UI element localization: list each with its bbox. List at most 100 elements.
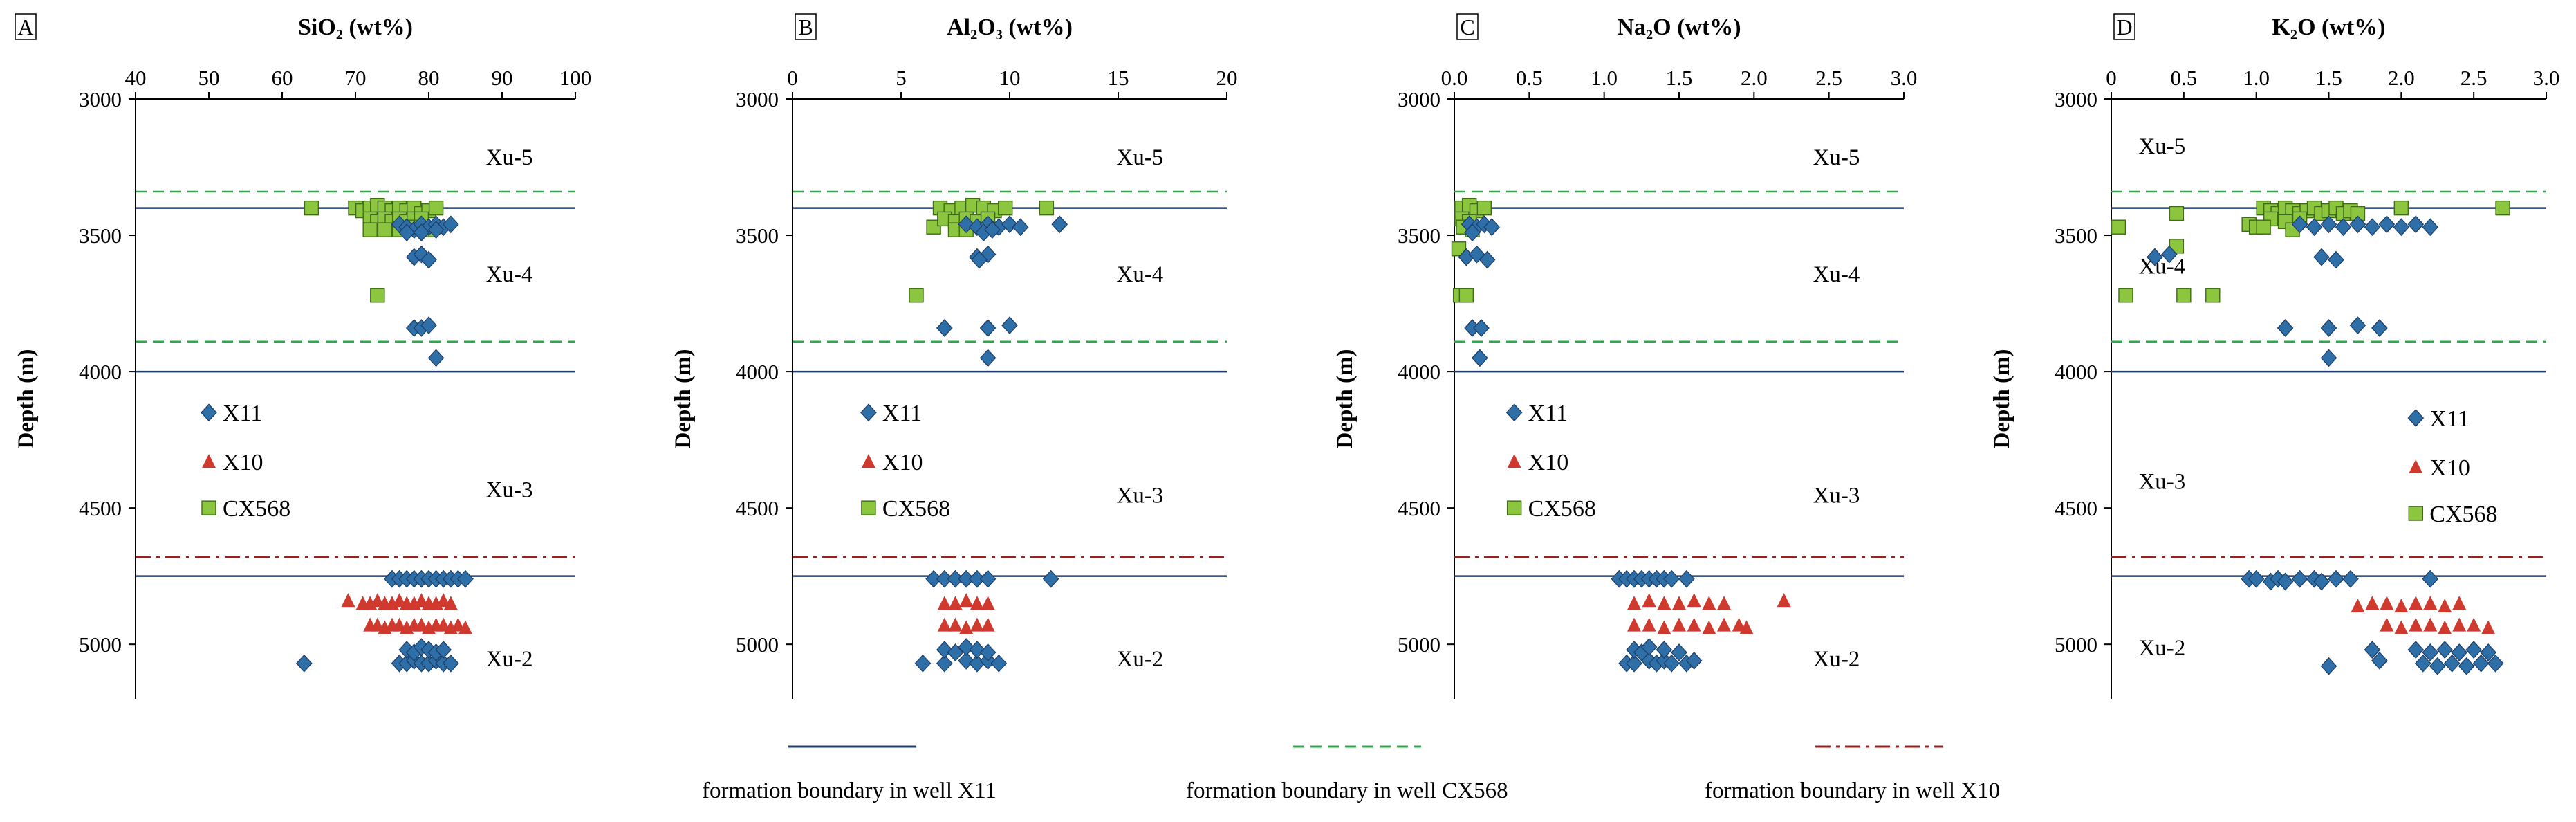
- data-point-x10: [1657, 596, 1671, 610]
- data-point-x10: [1642, 593, 1656, 608]
- data-point-cx568: [370, 288, 385, 303]
- panel-letter: D: [2116, 15, 2132, 39]
- data-point-x11: [1473, 319, 1490, 337]
- data-point-x11: [947, 569, 964, 588]
- data-point-x11: [2291, 215, 2308, 234]
- series-x11: [2147, 215, 2504, 675]
- data-point-x10: [370, 617, 384, 632]
- data-point-x10: [2481, 620, 2496, 634]
- x-tick-label: 2.0: [1741, 66, 1768, 90]
- panel-b: B Al₂O₃ (wt%) 0 5 10 15 20 3000 3500 4000 4500 5000…: [671, 13, 1238, 699]
- panel-letter-box: [795, 13, 817, 40]
- y-tick-label: 5000: [2055, 632, 2097, 657]
- axis-title: K₂O (wt%): [2272, 15, 2385, 40]
- bottom-legend-label: formation boundary in well X10: [1705, 778, 2000, 803]
- data-point-x11: [979, 643, 997, 661]
- legend-label: X11: [882, 401, 922, 426]
- legend-label: X11: [1528, 401, 1568, 426]
- x-tick-label: 1.5: [1666, 66, 1693, 90]
- data-point-x11: [969, 641, 985, 659]
- data-point-x11: [2364, 218, 2381, 237]
- data-point-x11: [971, 250, 988, 269]
- data-point-x10: [392, 617, 407, 632]
- data-point-cx568: [2176, 288, 2192, 303]
- legend-label: X11: [223, 401, 262, 426]
- data-point-x10: [2452, 617, 2467, 632]
- data-point-x10: [970, 617, 984, 632]
- formation-label: Xu-4: [1116, 262, 1163, 287]
- legend: X11 X10 CX568: [1505, 401, 1596, 522]
- data-point-x11: [1663, 569, 1680, 588]
- data-point-cx568: [926, 219, 941, 235]
- data-point-x11: [958, 651, 975, 670]
- data-point-x11: [2422, 218, 2439, 237]
- x-tick-label: 0: [2106, 66, 2117, 90]
- data-point-cx568: [2256, 219, 2271, 235]
- data-point-x10: [1732, 617, 1746, 632]
- y-tick-label: 4500: [736, 496, 779, 520]
- axis-title: SiO₂ (wt%): [298, 15, 413, 40]
- y-tick-label: 4000: [1398, 360, 1440, 384]
- data-point-cx568: [2205, 288, 2221, 303]
- data-point-x10: [981, 617, 995, 632]
- data-point-x10: [1717, 596, 1731, 610]
- legend-marker-x10: [861, 454, 875, 468]
- data-point-x11: [2472, 654, 2490, 673]
- formation-label: Xu-3: [1813, 483, 1860, 508]
- data-point-x11: [936, 641, 953, 659]
- legend-label: CX568: [223, 496, 290, 522]
- formation-label: Xu-5: [1116, 145, 1163, 170]
- legend-marker-x11: [860, 403, 877, 422]
- bottom-legend-label: formation boundary in well CX568: [1186, 778, 1508, 803]
- data-point-x10: [2438, 620, 2452, 634]
- legend-marker-x11: [201, 403, 217, 422]
- data-point-x11: [398, 223, 416, 241]
- y-tick-label: 3000: [79, 87, 122, 111]
- data-point-x11: [1001, 316, 1018, 334]
- x-tick-label: 50: [198, 66, 220, 90]
- data-point-x11: [295, 654, 313, 673]
- data-point-x11: [2161, 245, 2178, 264]
- data-point-cx568: [2111, 219, 2126, 235]
- data-point-x11: [2458, 657, 2475, 675]
- data-point-x11: [2371, 651, 2388, 670]
- y-tick-label: 4000: [736, 360, 779, 384]
- data-point-x11: [979, 569, 997, 588]
- data-point-x10: [341, 593, 355, 608]
- series-cx568: [1451, 197, 1492, 303]
- data-point-x10: [2365, 596, 2380, 610]
- data-point-x11: [1663, 654, 1680, 673]
- y-tick-label: 3000: [736, 87, 779, 111]
- data-point-x11: [2407, 641, 2425, 659]
- legend-label: CX568: [1528, 496, 1596, 522]
- data-point-x11: [427, 221, 445, 239]
- data-point-x11: [2371, 319, 2388, 337]
- data-point-x10: [2394, 620, 2409, 634]
- data-point-x10: [392, 593, 407, 608]
- data-point-x11: [2414, 654, 2431, 673]
- legend-label: X11: [2429, 406, 2469, 432]
- data-point-x10: [1642, 617, 1656, 632]
- data-point-x11: [442, 215, 459, 234]
- data-point-cx568: [1476, 200, 1492, 216]
- data-point-x11: [2328, 569, 2344, 588]
- data-point-cx568: [2118, 288, 2133, 303]
- data-point-x11: [2378, 215, 2396, 234]
- formation-label: Xu-2: [2138, 636, 2185, 661]
- data-point-cx568: [2169, 206, 2185, 221]
- legend-label: X10: [1528, 450, 1569, 475]
- data-point-x11: [1472, 349, 1488, 367]
- data-point-x10: [414, 617, 429, 632]
- x-tick-label: 80: [418, 66, 440, 90]
- data-point-x10: [959, 593, 974, 608]
- y-tick-label: 3500: [736, 223, 779, 248]
- data-point-x11: [2320, 215, 2337, 234]
- data-point-x10: [981, 596, 995, 610]
- legend-label: X10: [2429, 455, 2470, 481]
- series-x10: [341, 593, 472, 634]
- x-tick-label: 5: [896, 66, 907, 90]
- x-tick-label: 0.5: [1516, 66, 1543, 90]
- panel-c: C Na₂O (wt%) 0.0 0.5 1.0 1.5 2.0 2.5 3.0 3000 3500…: [1333, 13, 1917, 699]
- data-point-x10: [937, 617, 952, 632]
